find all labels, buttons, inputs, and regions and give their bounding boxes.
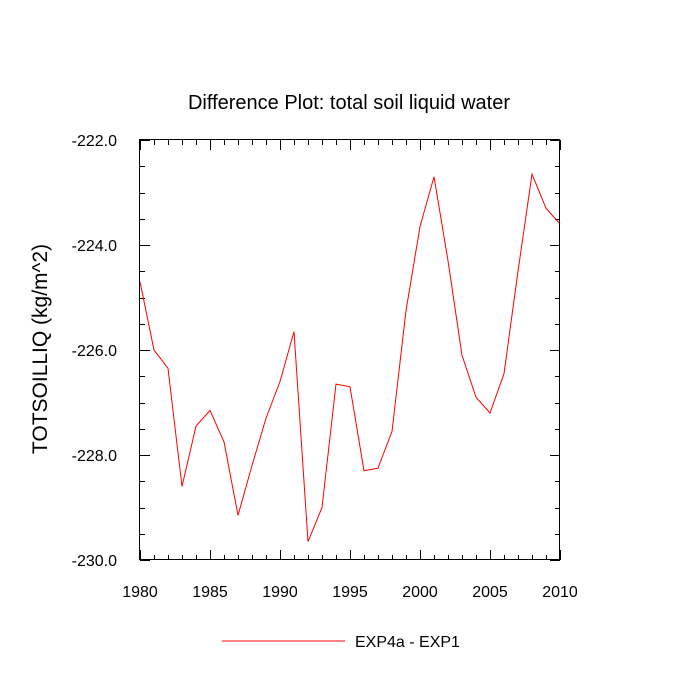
series-layer [139,172,561,542]
x-tick-label: 1985 [192,584,228,601]
series-line-exp4a-minus-exp1 [139,172,561,542]
chart-title: Difference Plot: total soil liquid water [188,92,510,114]
y-tick-label: -222.0 [72,133,117,150]
y-tick-label: -226.0 [72,343,117,360]
x-tick-label: 2000 [402,584,438,601]
y-tick-label: -230.0 [72,553,117,570]
tick-labels: 1980 1985 1990 1995 2000 2005 2010 -222.0 -224.0… [72,133,578,601]
y-tick-label: -228.0 [72,448,117,465]
x-tick-label: 1980 [122,584,158,601]
axis-ticks [140,140,561,561]
y-axis-title: TOTSOILLIQ (kg/m^2) [29,244,52,454]
x-tick-label: 1990 [262,584,298,601]
legend: EXP4a - EXP1 [222,634,460,651]
x-tick-label: 1995 [332,584,368,601]
x-tick-label: 2010 [542,584,578,601]
legend-label-exp4a-minus-exp1: EXP4a - EXP1 [355,634,460,651]
x-tick-label: 2005 [472,584,508,601]
y-tick-label: -224.0 [72,238,117,255]
plot-frame [139,139,560,560]
